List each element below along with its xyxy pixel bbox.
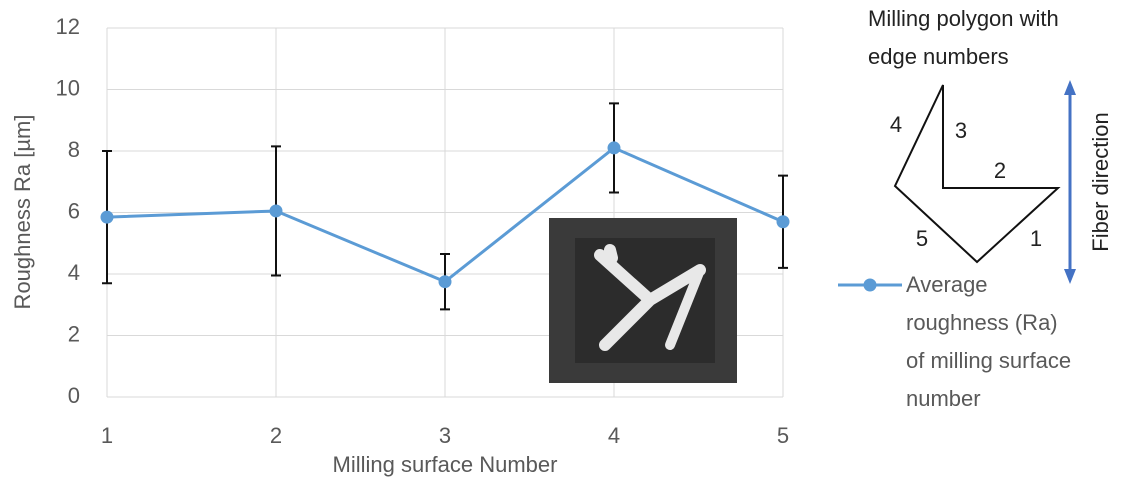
data-point [269,204,283,218]
y-tick-label: 12 [56,14,80,39]
diagram-title-box: Milling polygon with edge numbers [868,6,1059,69]
x-tick-label: 1 [101,423,113,448]
edge-label: 3 [955,118,967,143]
data-point [100,210,114,224]
x-tick-label: 3 [439,423,451,448]
legend-marker [863,278,877,292]
y-tick-label: 10 [56,75,80,100]
edge-label: 4 [890,112,902,137]
edge-label: 2 [994,158,1006,183]
x-axis-label: Milling surface Number [333,452,558,477]
arrow-label: Fiber direction [1088,112,1113,251]
photo-inset [549,218,737,383]
y-tick-label: 6 [68,198,80,223]
y-tick-label: 0 [68,383,80,408]
y-tick-label: 2 [68,321,80,346]
legend-box: Average roughness (Ra) of milling surfac… [906,272,1072,411]
x-tick-label: 2 [270,423,282,448]
edge-label: 1 [1030,226,1042,251]
y-tick-label: 4 [68,260,80,285]
data-point [776,215,790,229]
diagram-title: Milling polygon with edge numbers [868,6,1059,69]
y-axis-label: Roughness Ra [µm] [10,115,35,310]
polygon-diagram: 1 2 3 4 5 Fiber direction Milling polygo… [868,6,1113,284]
x-tick-label: 4 [608,423,620,448]
data-point [607,141,621,155]
edge-label: 5 [916,226,928,251]
legend-label: Average roughness (Ra) of milling surfac… [906,272,1072,411]
x-tick-label: 5 [777,423,789,448]
data-point [438,275,452,289]
y-tick-label: 8 [68,137,80,162]
